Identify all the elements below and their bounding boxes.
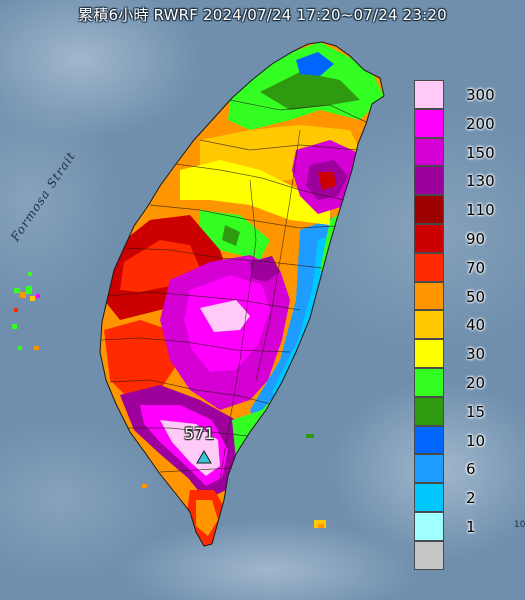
coastline: [99, 41, 385, 547]
county-boundaries: [101, 99, 367, 481]
legend-label: 15: [466, 402, 486, 421]
cloud: [0, 420, 170, 580]
cloud: [120, 520, 420, 600]
legend-label: 130: [466, 172, 495, 191]
legend-label: 2: [466, 489, 476, 508]
edge-mark-label: 10: [514, 520, 525, 530]
legend-swatch: [414, 166, 444, 196]
legend-label: 30: [466, 345, 486, 364]
legend-label: 150: [466, 143, 495, 162]
legend-swatch: [414, 339, 444, 368]
legend-label: 200: [466, 114, 495, 133]
offshore-islands: [12, 272, 326, 528]
legend-swatch: [414, 108, 444, 138]
legend-swatch: [414, 540, 444, 570]
legend-swatch: [414, 195, 444, 224]
legend-label: 110: [466, 201, 495, 220]
legend-swatch: [414, 512, 444, 541]
legend-swatch: [414, 224, 444, 253]
legend-swatch: [414, 454, 444, 484]
legend-swatch: [414, 281, 444, 311]
legend-label: 10: [466, 431, 486, 450]
cloud: [0, 90, 120, 310]
legend-swatch: [414, 80, 444, 109]
legend-swatch: [414, 310, 444, 340]
legend-label: 50: [466, 287, 486, 306]
legend-label: 1: [466, 518, 476, 536]
legend-label: 70: [466, 258, 486, 277]
legend-label: 40: [466, 316, 486, 335]
max-rainfall-station-marker: [196, 450, 212, 464]
max-rainfall-value: 571: [184, 424, 215, 443]
legend-swatch: [414, 396, 444, 426]
legend-swatch: [414, 252, 444, 282]
legend-label: 6: [466, 460, 476, 479]
map-title: 累積6小時 RWRF 2024/07/24 17:20~07/24 23:20: [78, 6, 447, 24]
legend-swatch: [414, 137, 444, 167]
legend-swatch: [414, 483, 444, 512]
legend-label: 90: [466, 230, 486, 248]
legend-swatch: [414, 425, 444, 455]
rainfall-legend: 300 200 150 130 110 90 70 50 40 30 20 15 10 6 2 1: [412, 78, 522, 570]
legend-swatch: [414, 368, 444, 397]
legend-label: 300: [466, 86, 495, 104]
legend-label: 20: [466, 374, 486, 392]
